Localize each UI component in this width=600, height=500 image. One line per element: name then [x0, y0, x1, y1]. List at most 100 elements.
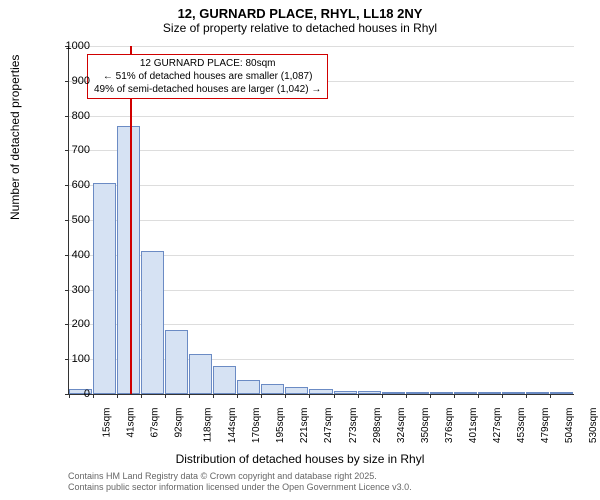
xtick-label: 67sqm: [150, 408, 161, 438]
gridline: [69, 46, 574, 47]
ytick-label: 800: [72, 110, 90, 122]
ytick-mark: [65, 220, 69, 221]
histogram-bar: [237, 380, 260, 394]
ytick-label: 900: [72, 75, 90, 87]
annotation-line: 12 GURNARD PLACE: 80sqm: [94, 57, 321, 70]
xtick-label: 144sqm: [227, 408, 238, 444]
xtick-label: 92sqm: [174, 408, 185, 438]
plot-area: 12 GURNARD PLACE: 80sqm← 51% of detached…: [68, 46, 574, 395]
ytick-mark: [65, 81, 69, 82]
histogram-bar: [502, 392, 525, 394]
ytick-label: 1000: [66, 40, 90, 52]
xtick-label: 376sqm: [444, 408, 455, 444]
ytick-mark: [65, 324, 69, 325]
xtick-label: 504sqm: [564, 408, 575, 444]
histogram-bar: [478, 392, 501, 394]
xtick-mark: [358, 394, 359, 398]
ytick-mark: [65, 290, 69, 291]
histogram-bar: [526, 392, 549, 394]
ytick-mark: [65, 150, 69, 151]
xtick-mark: [237, 394, 238, 398]
xtick-mark: [189, 394, 190, 398]
gridline: [69, 220, 574, 221]
annotation-line: 49% of semi-detached houses are larger (…: [94, 83, 321, 96]
xtick-mark: [478, 394, 479, 398]
xtick-mark: [261, 394, 262, 398]
histogram-bar: [334, 391, 357, 394]
xtick-label: 453sqm: [516, 408, 527, 444]
histogram-bar: [430, 392, 453, 394]
xtick-mark: [550, 394, 551, 398]
gridline: [69, 116, 574, 117]
xtick-mark: [69, 394, 70, 398]
xtick-mark: [93, 394, 94, 398]
histogram-bar: [309, 389, 332, 394]
xtick-label: 15sqm: [102, 408, 113, 438]
histogram-bar: [358, 391, 381, 394]
xtick-label: 41sqm: [126, 408, 137, 438]
ytick-mark: [65, 255, 69, 256]
xtick-mark: [141, 394, 142, 398]
xtick-label: 195sqm: [275, 408, 286, 444]
histogram-bar: [141, 251, 164, 394]
chart-subtitle: Size of property relative to detached ho…: [0, 21, 600, 39]
ytick-mark: [65, 185, 69, 186]
xtick-label: 530sqm: [588, 408, 599, 444]
footer-line: Contains HM Land Registry data © Crown c…: [68, 471, 412, 483]
xtick-label: 247sqm: [324, 408, 335, 444]
xtick-label: 427sqm: [492, 408, 503, 444]
chart-container: 12, GURNARD PLACE, RHYL, LL18 2NY Size o…: [0, 0, 600, 500]
histogram-bar: [285, 387, 308, 394]
ytick-mark: [65, 359, 69, 360]
histogram-bar: [189, 354, 212, 394]
xtick-mark: [165, 394, 166, 398]
histogram-bar: [93, 183, 116, 394]
histogram-bar: [261, 384, 284, 394]
ytick-label: 600: [72, 179, 90, 191]
histogram-bar: [165, 330, 188, 394]
annotation-box: 12 GURNARD PLACE: 80sqm← 51% of detached…: [87, 54, 328, 99]
xtick-label: 479sqm: [540, 408, 551, 444]
xtick-mark: [334, 394, 335, 398]
xtick-mark: [382, 394, 383, 398]
xtick-mark: [117, 394, 118, 398]
ytick-label: 200: [72, 318, 90, 330]
xtick-mark: [309, 394, 310, 398]
xtick-label: 298sqm: [372, 408, 383, 444]
histogram-bar: [382, 392, 405, 394]
ytick-label: 500: [72, 214, 90, 226]
histogram-bar: [454, 392, 477, 394]
gridline: [69, 150, 574, 151]
y-axis-label: Number of detached properties: [8, 55, 22, 220]
xtick-mark: [502, 394, 503, 398]
histogram-bar: [550, 392, 573, 394]
ytick-label: 100: [72, 353, 90, 365]
xtick-mark: [285, 394, 286, 398]
xtick-label: 350sqm: [420, 408, 431, 444]
xtick-mark: [454, 394, 455, 398]
x-axis-label: Distribution of detached houses by size …: [0, 452, 600, 466]
histogram-bar: [117, 126, 140, 394]
footer-line: Contains public sector information licen…: [68, 482, 412, 494]
histogram-bar: [213, 366, 236, 394]
xtick-label: 273sqm: [348, 408, 359, 444]
xtick-label: 118sqm: [203, 408, 214, 443]
ytick-label: 400: [72, 249, 90, 261]
xtick-label: 170sqm: [251, 408, 262, 444]
annotation-line: ← 51% of detached houses are smaller (1,…: [94, 70, 321, 83]
xtick-label: 401sqm: [468, 408, 479, 444]
footer-attribution: Contains HM Land Registry data © Crown c…: [68, 471, 412, 494]
chart-title: 12, GURNARD PLACE, RHYL, LL18 2NY: [0, 0, 600, 21]
xtick-mark: [526, 394, 527, 398]
xtick-mark: [406, 394, 407, 398]
ytick-mark: [65, 116, 69, 117]
ytick-label: 0: [84, 388, 90, 400]
xtick-label: 324sqm: [396, 408, 407, 444]
xtick-label: 221sqm: [299, 408, 310, 444]
ytick-label: 700: [72, 144, 90, 156]
xtick-mark: [430, 394, 431, 398]
gridline: [69, 185, 574, 186]
histogram-bar: [406, 392, 429, 394]
ytick-label: 300: [72, 284, 90, 296]
xtick-mark: [213, 394, 214, 398]
